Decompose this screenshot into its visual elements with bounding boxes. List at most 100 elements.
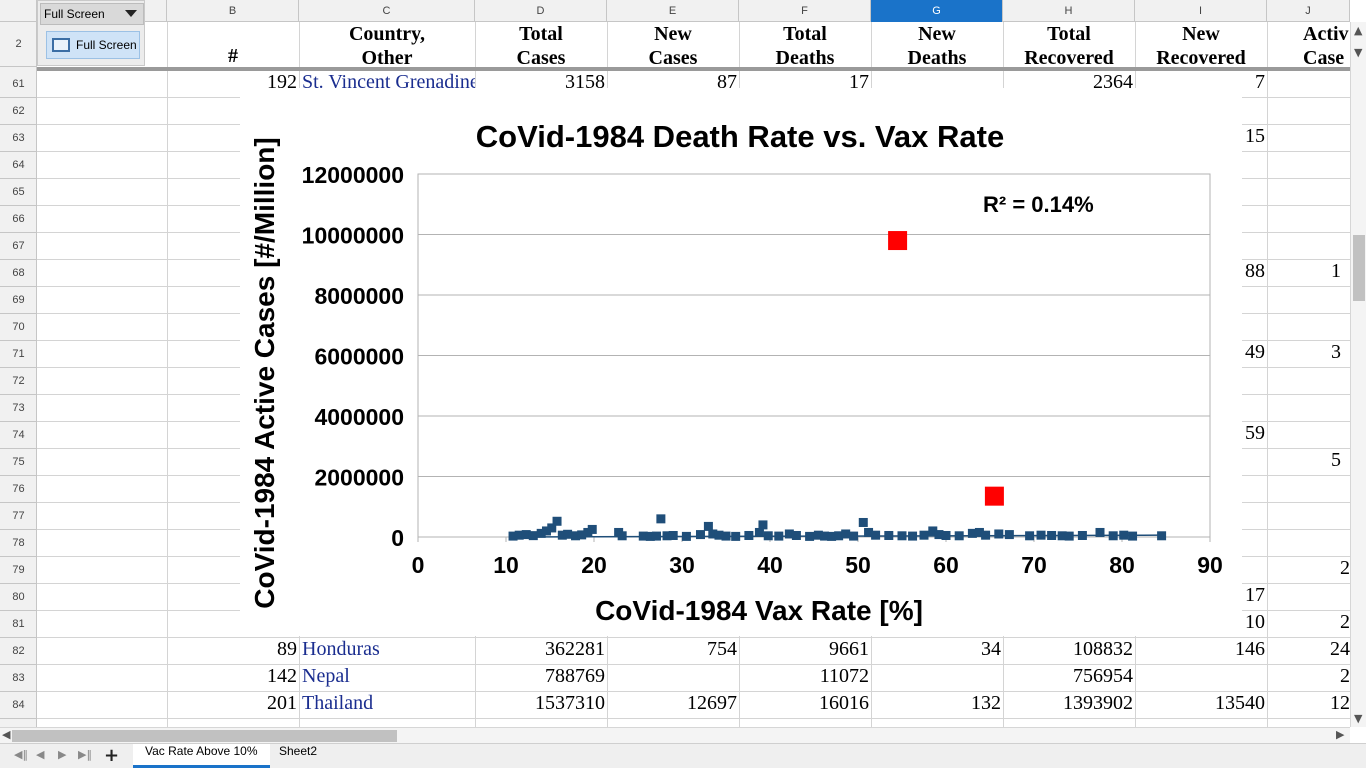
column-header-e[interactable]: E [607,0,739,22]
cell-new-recovered[interactable]: 10 [1245,611,1265,633]
row-header-69[interactable]: 69 [0,287,37,314]
column-header-c[interactable]: C [299,0,475,22]
cell-active-cases[interactable]: 2 [1340,665,1350,687]
cell-total-deaths[interactable]: 16016 [819,692,869,714]
row-header-79[interactable]: 79 [0,557,37,584]
row-header-82[interactable]: 82 [0,638,37,665]
cell-total-recovered[interactable]: 1393902 [1063,692,1133,714]
cell-active-cases[interactable]: 1 [1331,260,1341,282]
cell-total-recovered[interactable]: 108832 [1073,638,1133,660]
row-header-65[interactable]: 65 [0,179,37,206]
previous-sheet-icon[interactable]: ◀ [36,748,45,761]
column-header-h[interactable]: H [1003,0,1135,22]
cell-total-recovered[interactable]: 2364 [1093,71,1133,93]
cell-active-cases[interactable]: 2 [1340,557,1350,579]
vertical-scroll-thumb[interactable] [1353,235,1365,301]
row-header-75[interactable]: 75 [0,449,37,476]
cell-new-recovered[interactable]: 49 [1245,341,1265,363]
row-header-74[interactable]: 74 [0,422,37,449]
cell-new-deaths[interactable]: 34 [981,638,1001,660]
chevron-down-icon[interactable]: ▼ [1354,46,1363,59]
row-header-73[interactable]: 73 [0,395,37,422]
cell-total-cases[interactable]: 362281 [545,638,605,660]
row-header-83[interactable]: 83 [0,665,37,692]
cell-country-link[interactable]: St. Vincent Grenadines [302,71,475,93]
cell-new-recovered[interactable]: 59 [1245,422,1265,444]
cell-total-deaths[interactable]: 9661 [829,638,869,660]
chevron-down-icon[interactable]: ▼ [1354,712,1363,725]
row-header-66[interactable]: 66 [0,206,37,233]
horizontal-scrollbar[interactable]: ◀ ▶ [0,727,1350,743]
row-header-72[interactable]: 72 [0,368,37,395]
row-header-84[interactable]: 84 [0,692,37,719]
chevron-right-icon[interactable]: ▶ [1336,728,1345,741]
column-header-f[interactable]: F [739,0,871,22]
cell-active-cases[interactable]: 12 [1330,692,1350,714]
chevron-down-icon[interactable] [125,10,137,17]
column-header-b[interactable]: B [167,0,299,22]
cell-new-recovered[interactable] [1135,665,1267,692]
row-header-67[interactable]: 67 [0,233,37,260]
row-header-64[interactable]: 64 [0,152,37,179]
column-header-j[interactable]: J [1267,0,1350,22]
cell-number[interactable]: 201 [267,692,297,714]
cell-total-cases[interactable]: 3158 [565,71,605,93]
row-header-81[interactable]: 81 [0,611,37,638]
row-header-80[interactable]: 80 [0,584,37,611]
cell-active-cases[interactable]: 24 [1330,638,1350,660]
sheet-tab-vac-rate[interactable]: Vac Rate Above 10% [133,744,270,768]
cell-country-link[interactable]: Thailand [302,692,374,714]
cell-total-deaths[interactable]: 17 [849,71,869,93]
sheet-tab-sheet2[interactable]: Sheet2 [279,744,318,758]
row-header-77[interactable]: 77 [0,503,37,530]
chevron-up-icon[interactable]: ▲ [1354,24,1363,37]
row-header-70[interactable]: 70 [0,314,37,341]
cell-total-cases[interactable]: 1537310 [535,692,605,714]
cell-active-cases[interactable]: 5 [1331,449,1341,471]
cell-new-deaths[interactable]: 132 [971,692,1001,714]
cell-new-recovered[interactable]: 146 [1235,638,1265,660]
cell-new-recovered[interactable]: 88 [1245,260,1265,282]
cell-number[interactable]: 192 [267,71,297,93]
row-header-71[interactable]: 71 [0,341,37,368]
row-header-62[interactable]: 62 [0,98,37,125]
last-sheet-icon[interactable]: ▶‖ [78,748,92,761]
cell-new-cases[interactable] [607,665,739,692]
row-header-63[interactable]: 63 [0,125,37,152]
full-screen-button[interactable]: Full Screen [46,31,140,59]
cell-country-link[interactable]: Nepal [302,665,350,687]
column-header-a[interactable] [37,0,167,22]
cell-new-recovered[interactable]: 13540 [1215,692,1265,714]
next-sheet-icon[interactable]: ▶ [58,748,67,761]
cell-number[interactable]: 89 [277,638,297,660]
scatter-chart[interactable]: CoVid-1984 Death Rate vs. Vax Rate R² = … [240,88,1242,636]
row-header-78[interactable]: 78 [0,530,37,557]
cell-new-recovered[interactable]: 17 [1245,584,1265,606]
cell-total-recovered[interactable]: 756954 [1073,665,1133,687]
cell-total-cases[interactable]: 788769 [545,665,605,687]
cell-new-recovered[interactable]: 7 [1255,71,1265,93]
cell-number[interactable]: 142 [267,665,297,687]
cell-new-deaths[interactable] [871,665,1003,692]
select-all-corner[interactable] [0,0,37,22]
add-sheet-icon[interactable]: + [104,745,120,766]
row-header-76[interactable]: 76 [0,476,37,503]
cell-active-cases[interactable]: 3 [1331,341,1341,363]
first-sheet-icon[interactable]: ◀‖ [14,748,28,761]
chevron-left-icon[interactable]: ◀ [2,728,11,741]
column-header-g[interactable]: G [871,0,1003,22]
column-header-d[interactable]: D [475,0,607,22]
row-header-68[interactable]: 68 [0,260,37,287]
cell-active-cases[interactable]: 2 [1340,611,1350,633]
cell-new-cases[interactable]: 87 [717,71,737,93]
column-header-i[interactable]: I [1135,0,1267,22]
cell-total-deaths[interactable]: 11072 [819,665,869,687]
cell-country-link[interactable]: Honduras [302,638,380,660]
cell-new-cases[interactable]: 754 [707,638,737,660]
toolbar-title[interactable]: Full Screen [40,3,144,25]
horizontal-scroll-thumb[interactable] [12,730,397,742]
cell-new-recovered[interactable]: 15 [1245,125,1265,147]
row-header-61[interactable]: 61 [0,71,37,98]
row-header-2[interactable]: 2 [0,22,37,67]
cell-new-cases[interactable]: 12697 [687,692,737,714]
